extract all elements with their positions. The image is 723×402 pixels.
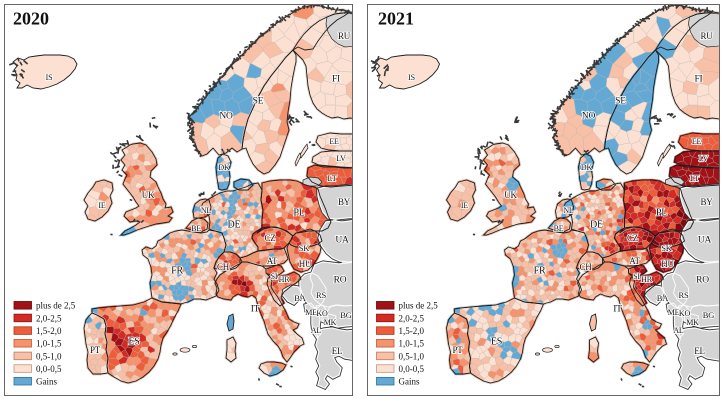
svg-text:BG: BG <box>340 310 351 320</box>
svg-text:FI: FI <box>694 74 702 84</box>
svg-text:2021: 2021 <box>378 9 414 29</box>
svg-text:HR: HR <box>279 275 291 284</box>
svg-text:ES: ES <box>491 337 502 348</box>
svg-text:ES: ES <box>128 337 139 348</box>
svg-text:RS: RS <box>679 290 689 300</box>
svg-text:DE: DE <box>228 220 241 231</box>
svg-text:2020: 2020 <box>13 9 49 29</box>
svg-text:2,0-2,5: 2,0-2,5 <box>36 313 62 323</box>
svg-text:PT: PT <box>90 345 101 355</box>
svg-text:RU: RU <box>338 31 351 41</box>
svg-text:UK: UK <box>504 190 517 200</box>
svg-text:LV: LV <box>699 154 709 163</box>
svg-text:FI: FI <box>332 74 340 84</box>
svg-text:AL: AL <box>673 326 684 335</box>
svg-text:BG: BG <box>703 310 714 320</box>
svg-text:BA: BA <box>294 293 306 303</box>
svg-text:IT: IT <box>613 304 622 314</box>
svg-text:HR: HR <box>641 275 653 284</box>
svg-text:BA: BA <box>657 293 669 303</box>
svg-text:RU: RU <box>700 31 713 41</box>
svg-text:0,0-0,5: 0,0-0,5 <box>399 364 425 374</box>
svg-text:1,5-2,0: 1,5-2,0 <box>36 326 62 336</box>
svg-text:1,0-1,5: 1,0-1,5 <box>399 339 425 349</box>
svg-text:SI: SI <box>633 272 640 281</box>
svg-text:CH: CH <box>579 262 592 272</box>
svg-text:DK: DK <box>218 163 230 172</box>
svg-text:MK: MK <box>686 318 699 327</box>
svg-text:IE: IE <box>461 201 468 210</box>
svg-text:DK: DK <box>581 163 593 172</box>
svg-text:plus de 2,5: plus de 2,5 <box>36 301 76 311</box>
svg-text:BE: BE <box>554 224 564 233</box>
svg-text:CZ: CZ <box>264 233 275 243</box>
svg-text:AT: AT <box>629 256 640 266</box>
svg-text:FR: FR <box>171 266 183 277</box>
svg-text:EL: EL <box>332 346 343 356</box>
svg-text:RS: RS <box>316 290 326 300</box>
svg-text:UA: UA <box>335 235 349 245</box>
svg-text:HU: HU <box>299 259 312 269</box>
svg-text:SE: SE <box>253 96 264 106</box>
svg-text:0,5-1,0: 0,5-1,0 <box>399 351 425 361</box>
svg-text:UK: UK <box>142 190 155 200</box>
svg-text:0,0-0,5: 0,0-0,5 <box>36 364 62 374</box>
svg-text:IS: IS <box>46 73 53 82</box>
svg-text:RO: RO <box>696 275 709 285</box>
svg-text:MK: MK <box>324 318 337 327</box>
svg-text:EE: EE <box>329 137 339 146</box>
svg-text:CH: CH <box>217 262 230 272</box>
svg-text:RO: RO <box>334 275 347 285</box>
svg-text:CZ: CZ <box>627 233 638 243</box>
svg-text:Gains: Gains <box>36 377 57 387</box>
svg-text:plus de 2,5: plus de 2,5 <box>399 301 439 311</box>
svg-text:LT: LT <box>690 173 700 183</box>
svg-text:PT: PT <box>452 345 463 355</box>
svg-text:IS: IS <box>408 73 415 82</box>
svg-text:NL: NL <box>201 206 212 215</box>
svg-text:ME: ME <box>668 308 680 317</box>
svg-text:1,0-1,5: 1,0-1,5 <box>36 339 62 349</box>
svg-text:SI: SI <box>271 272 278 281</box>
svg-text:EL: EL <box>694 346 705 356</box>
svg-text:HU: HU <box>661 259 674 269</box>
svg-text:SE: SE <box>615 96 626 106</box>
svg-text:NL: NL <box>563 206 574 215</box>
svg-text:ME: ME <box>305 308 317 317</box>
svg-text:NO: NO <box>582 111 596 121</box>
svg-text:IE: IE <box>98 201 105 210</box>
svg-text:LT: LT <box>327 173 337 183</box>
svg-text:DE: DE <box>590 220 603 231</box>
svg-text:FR: FR <box>534 266 546 277</box>
svg-text:KO: KO <box>679 309 691 318</box>
svg-text:1,5-2,0: 1,5-2,0 <box>399 326 425 336</box>
svg-text:UA: UA <box>698 235 712 245</box>
svg-text:SK: SK <box>661 243 673 253</box>
svg-text:IT: IT <box>251 304 260 314</box>
svg-text:EE: EE <box>692 137 702 146</box>
svg-text:AT: AT <box>267 256 278 266</box>
svg-text:PL: PL <box>656 208 667 219</box>
svg-text:SK: SK <box>299 243 311 253</box>
svg-text:AL: AL <box>311 326 322 335</box>
svg-text:NO: NO <box>219 111 233 121</box>
svg-text:BY: BY <box>700 197 713 207</box>
svg-text:LV: LV <box>336 154 346 163</box>
svg-text:0,5-1,0: 0,5-1,0 <box>36 351 62 361</box>
svg-text:2,0-2,5: 2,0-2,5 <box>399 313 425 323</box>
svg-text:KO: KO <box>316 309 328 318</box>
svg-text:PL: PL <box>293 208 304 219</box>
svg-text:BE: BE <box>191 224 201 233</box>
svg-text:BY: BY <box>338 197 351 207</box>
svg-text:Gains: Gains <box>399 377 420 387</box>
